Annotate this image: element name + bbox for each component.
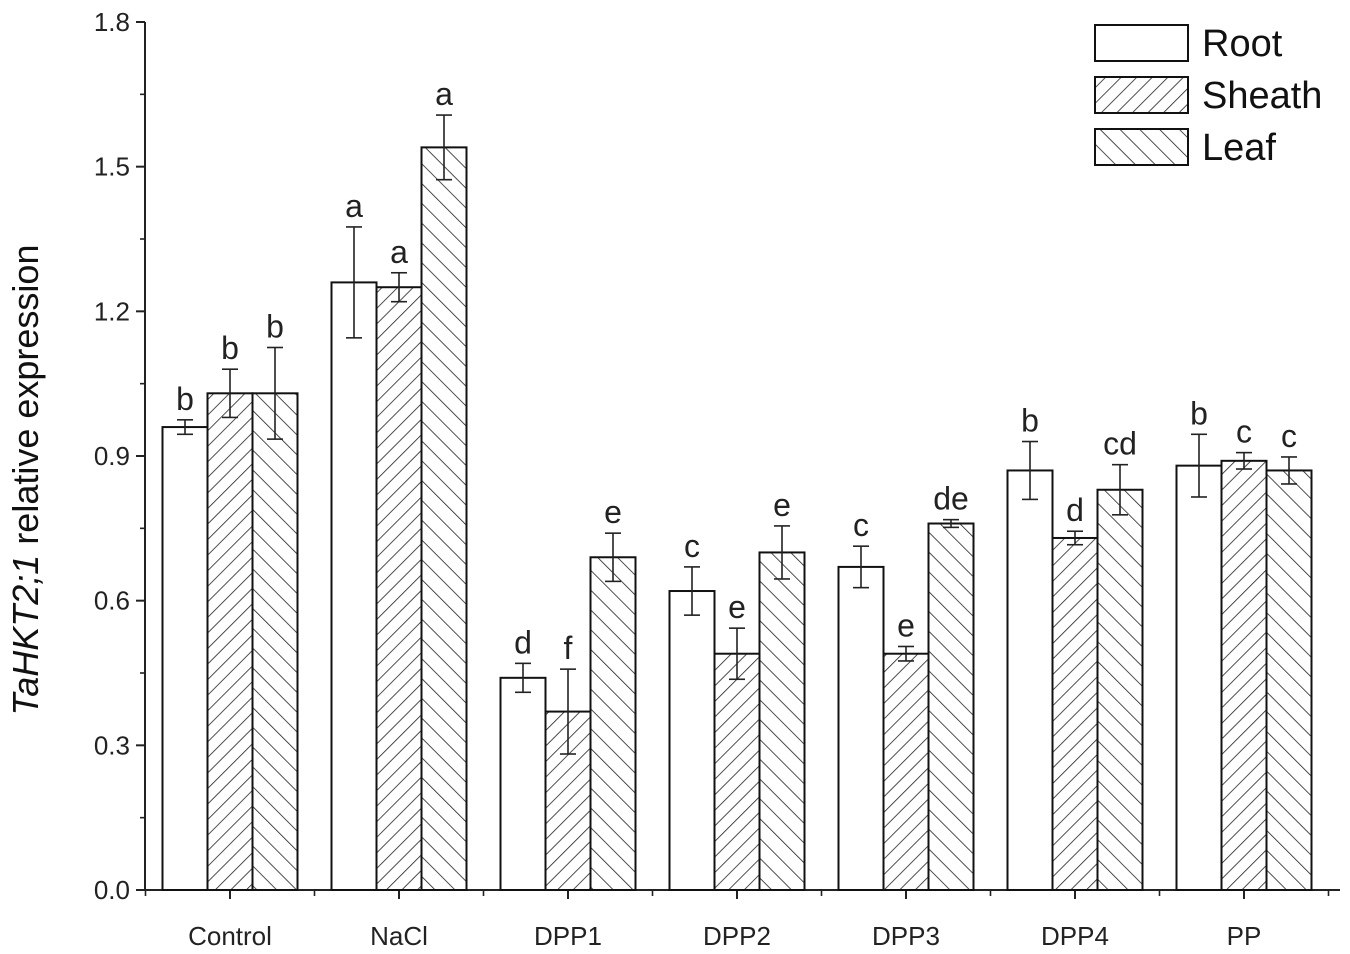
legend-label-leaf: Leaf <box>1202 127 1276 169</box>
significance-label: c <box>1236 414 1252 450</box>
bar-leaf <box>1096 488 1144 891</box>
y-axis-label-gene: TaHKT2;1 <box>5 555 46 716</box>
x-tick-label: Control <box>188 921 272 951</box>
significance-label: b <box>266 309 284 345</box>
legend-swatch-root <box>1094 24 1189 62</box>
bar-root <box>1175 464 1223 891</box>
significance-label: a <box>390 234 408 270</box>
x-tick-label: DPP2 <box>703 921 771 951</box>
significance-label: c <box>853 507 869 543</box>
bar-root <box>330 281 378 891</box>
significance-label: d <box>1066 492 1084 528</box>
significance-label: b <box>221 330 239 366</box>
significance-label: d <box>514 624 532 660</box>
legend-swatch-sheath <box>1094 76 1189 114</box>
bar-leaf <box>758 551 806 891</box>
legend-label-sheath: Sheath <box>1202 75 1322 117</box>
y-tick-label: 0.9 <box>94 441 130 471</box>
bar-sheath <box>1220 459 1268 891</box>
significance-label: a <box>345 188 363 224</box>
x-tick-label: NaCl <box>370 921 428 951</box>
y-tick-label: 0.3 <box>94 730 130 760</box>
bar-root <box>668 590 716 891</box>
bar-leaf <box>251 392 299 891</box>
bar-root <box>499 676 547 891</box>
significance-label: cd <box>1103 426 1137 462</box>
significance-label: a <box>435 76 453 112</box>
significance-label: e <box>604 494 622 530</box>
significance-label: e <box>897 607 915 643</box>
bar-leaf <box>589 556 637 891</box>
y-tick-label: 0.0 <box>94 875 130 905</box>
significance-label: c <box>684 528 700 564</box>
significance-label: e <box>728 589 746 625</box>
x-tick-label: DPP3 <box>872 921 940 951</box>
y-tick-label: 1.5 <box>94 152 130 182</box>
significance-label: de <box>933 481 969 517</box>
x-tick-label: DPP1 <box>534 921 602 951</box>
x-tick-label: DPP4 <box>1041 921 1109 951</box>
bar-leaf <box>927 522 975 891</box>
bar-root <box>1006 469 1054 891</box>
y-tick-label: 1.2 <box>94 296 130 326</box>
significance-label: e <box>773 487 791 523</box>
significance-label: b <box>1190 395 1208 431</box>
legend-swatch-leaf <box>1094 128 1189 166</box>
legend-label-root: Root <box>1202 23 1283 65</box>
bar-sheath <box>713 652 761 892</box>
y-axis-label-text: relative expression <box>5 245 46 555</box>
significance-label: f <box>564 630 573 666</box>
bar-sheath <box>375 286 423 891</box>
y-tick-label: 0.6 <box>94 586 130 616</box>
bar-leaf <box>1265 469 1313 891</box>
significance-label: c <box>1281 418 1297 454</box>
significance-label: b <box>176 381 194 417</box>
bar-root <box>161 426 209 891</box>
bar-sheath <box>882 652 930 892</box>
x-tick-label: PP <box>1227 921 1262 951</box>
legend: Root Sheath Leaf <box>1094 23 1322 169</box>
y-axis-label: TaHKT2;1 relative expression <box>5 245 46 716</box>
bar-sheath <box>206 392 254 891</box>
significance-label: b <box>1021 403 1039 439</box>
bar-root <box>837 565 885 892</box>
y-tick-label: 1.8 <box>94 7 130 37</box>
bar-leaf <box>420 146 468 891</box>
bar-sheath <box>1051 536 1099 891</box>
